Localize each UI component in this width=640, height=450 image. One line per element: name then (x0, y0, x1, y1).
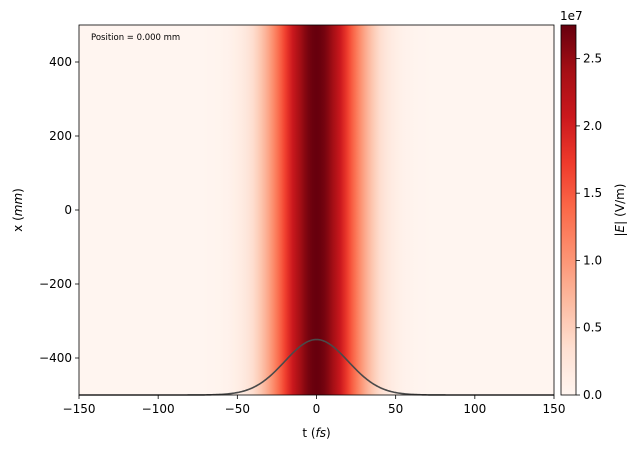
heatmap (79, 25, 554, 395)
colorbar-tick-label: 2.5 (583, 52, 602, 66)
x-tick-label: −100 (142, 402, 175, 416)
colorbar-frame (560, 24, 577, 396)
x-axis-label-var: fs (316, 426, 326, 440)
x-axis: −150 −100 −50 0 50 100 150 (63, 395, 566, 416)
x-axis-label: t (fs) (302, 426, 330, 440)
x-axis-label-text: t ( (302, 426, 315, 440)
plot-area: Position = 0.000 mm (78, 24, 555, 396)
x-tick-label: 150 (543, 402, 566, 416)
colorbar-label-unit: (V/m) (613, 184, 627, 217)
position-annotation: Position = 0.000 mm (91, 33, 180, 43)
x-tick-label: 0 (313, 402, 321, 416)
colorbar-tick-label: 2.0 (583, 119, 602, 133)
y-axis-label: x (mm) (11, 188, 25, 232)
y-tick-label: 0 (64, 203, 72, 217)
y-axis-label-close: ) (11, 188, 25, 193)
colorbar-ticks: 0.0 0.5 1.0 1.5 2.0 2.5 (576, 52, 602, 402)
y-tick-label: −400 (39, 351, 72, 365)
y-tick-label: 400 (49, 55, 72, 69)
colorbar-label-var: |E| (613, 221, 627, 237)
y-axis-label-var: mm (11, 193, 25, 216)
x-tick-label: 50 (388, 402, 403, 416)
colorbar: 0.0 0.5 1.0 1.5 2.0 2.5 1e7 |E| (V/m) (560, 9, 627, 402)
colorbar-scale-label: 1e7 (560, 9, 583, 23)
x-tick-label: −50 (225, 402, 250, 416)
x-tick-label: 100 (463, 402, 486, 416)
colorbar-tick-label: 0.0 (583, 388, 602, 402)
colorbar-tick-label: 1.0 (583, 253, 602, 267)
y-tick-label: −200 (39, 277, 72, 291)
y-tick-label: 200 (49, 129, 72, 143)
colorbar-label: |E| (V/m) (613, 184, 627, 237)
x-tick-label: −150 (63, 402, 96, 416)
y-axis: −400 −200 0 200 400 (39, 55, 79, 365)
colorbar-tick-label: 1.5 (583, 186, 602, 200)
y-axis-label-text: x ( (11, 216, 25, 232)
x-axis-label-close: ) (326, 426, 331, 440)
colorbar-tick-label: 0.5 (583, 321, 602, 335)
colorbar-gradient (561, 25, 576, 395)
